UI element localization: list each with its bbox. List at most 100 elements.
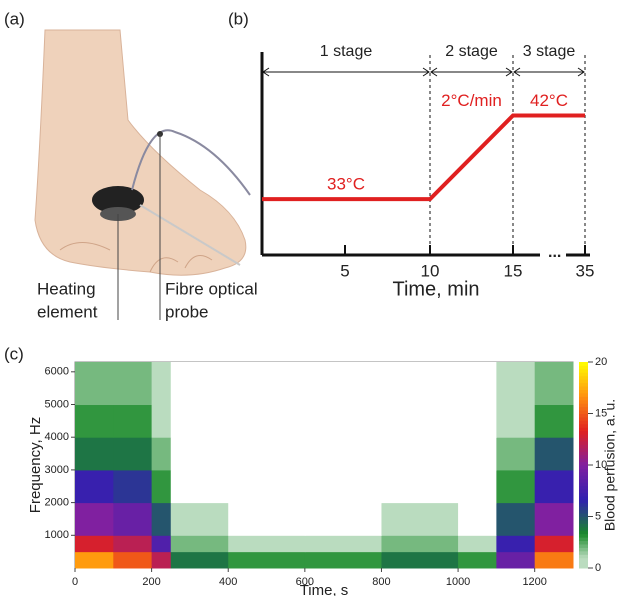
heatmap-cell bbox=[496, 404, 536, 438]
heatmap-cell bbox=[75, 535, 114, 553]
heatmap-cell bbox=[381, 362, 459, 406]
colorbar-step bbox=[579, 458, 588, 463]
photo-label: element bbox=[37, 302, 98, 321]
x-tick-label: 5 bbox=[340, 261, 349, 280]
stage-arrow bbox=[513, 67, 585, 77]
y-tick-label: 5000 bbox=[45, 398, 69, 410]
heatmap-cell bbox=[228, 535, 306, 553]
colorbar-tick-label: 20 bbox=[595, 356, 607, 368]
stage-label: 3 stage bbox=[523, 43, 576, 60]
heatmap-cell bbox=[113, 535, 153, 553]
heatmap-cell bbox=[75, 502, 114, 536]
heatmap-cell bbox=[228, 437, 306, 471]
heatmap-cell bbox=[304, 404, 382, 438]
panel-label: (c) bbox=[4, 344, 24, 363]
heatmap-cell bbox=[113, 404, 153, 438]
colorbar-step bbox=[579, 368, 588, 373]
heatmap-cell bbox=[113, 551, 153, 569]
heatmap-cell bbox=[170, 469, 229, 504]
heatmap-cell bbox=[381, 551, 459, 569]
colorbar-step bbox=[579, 540, 588, 545]
heatmap-cell bbox=[496, 437, 536, 471]
heatmap-cell bbox=[496, 469, 536, 504]
heatmap-cell bbox=[458, 469, 497, 504]
heatmap-cell bbox=[170, 502, 229, 536]
x-tick-label: 800 bbox=[372, 576, 390, 588]
colorbar-tick-label: 10 bbox=[595, 459, 607, 471]
y-tick-label: 2000 bbox=[45, 497, 69, 509]
heatmap-cell bbox=[170, 535, 229, 553]
colorbar-step bbox=[579, 372, 588, 377]
y-tick-label: 4000 bbox=[45, 431, 69, 443]
colorbar-step bbox=[579, 506, 588, 511]
colorbar-step bbox=[579, 485, 588, 490]
heatmap-cell bbox=[75, 437, 114, 471]
heatmap-cell bbox=[113, 362, 153, 406]
colorbar-step bbox=[579, 362, 588, 366]
stage-arrow bbox=[430, 67, 513, 77]
colorbar-step bbox=[579, 365, 588, 370]
heatmap-cell bbox=[496, 362, 536, 406]
heatmap-cell bbox=[496, 502, 536, 536]
y-tick-label: 6000 bbox=[45, 366, 69, 378]
heatmap-cell bbox=[304, 502, 382, 536]
heatmap-cell bbox=[534, 469, 574, 504]
photo-label: Fibre optical bbox=[165, 279, 258, 298]
colorbar-step bbox=[579, 523, 588, 528]
colorbar-step bbox=[579, 430, 588, 435]
colorbar-step bbox=[579, 561, 588, 566]
photo-label: probe bbox=[165, 302, 208, 321]
colorbar-step bbox=[579, 502, 588, 507]
heatmap-cell bbox=[496, 535, 536, 553]
heatmap-cell bbox=[228, 469, 306, 504]
heatmap-cell bbox=[534, 404, 574, 438]
colorbar-step bbox=[579, 413, 588, 418]
heatmap-cell bbox=[458, 535, 497, 553]
colorbar-step bbox=[579, 434, 588, 439]
colorbar-step bbox=[579, 478, 588, 483]
heatmap-cell bbox=[304, 551, 382, 569]
x-tick-label: 15 bbox=[504, 261, 523, 280]
x-tick-label: 600 bbox=[296, 576, 314, 588]
colorbar-step bbox=[579, 526, 588, 531]
colorbar-step bbox=[579, 392, 588, 397]
colorbar-step bbox=[579, 386, 588, 390]
x-tick-label: 400 bbox=[219, 576, 237, 588]
heatmap-cell bbox=[381, 437, 459, 471]
heatmap-cell bbox=[151, 404, 172, 438]
heatmap-cell bbox=[534, 502, 574, 536]
heatmap-cell bbox=[170, 362, 229, 406]
heatmap-cell bbox=[458, 551, 497, 569]
x-axis-label: Time, s bbox=[300, 582, 349, 596]
colorbar-step bbox=[579, 420, 588, 425]
x-tick-label: 200 bbox=[142, 576, 160, 588]
heatmap-cell bbox=[75, 551, 114, 569]
heatmap-cell bbox=[75, 404, 114, 438]
heatmap-cell bbox=[151, 437, 172, 471]
colorbar-step bbox=[579, 547, 588, 552]
x-tick-label: 0 bbox=[72, 576, 78, 588]
colorbar-step bbox=[579, 382, 588, 387]
heatmap-cell bbox=[228, 362, 306, 406]
axis-break: ... bbox=[548, 244, 561, 261]
stage-label: 2 stage bbox=[445, 43, 498, 60]
colorbar-step bbox=[579, 379, 588, 384]
panel-label: (b) bbox=[228, 9, 249, 28]
x-tick-label: 1200 bbox=[522, 576, 546, 588]
foot-photo bbox=[34, 29, 251, 320]
heatmap-cell bbox=[381, 502, 459, 536]
heatmap-cell bbox=[170, 551, 229, 569]
colorbar-step bbox=[579, 537, 588, 542]
stage-label: 1 stage bbox=[320, 43, 373, 60]
heatmap-cell bbox=[151, 535, 172, 553]
stage-arrow bbox=[262, 67, 430, 77]
colorbar-tick-label: 5 bbox=[595, 510, 601, 522]
colorbar-step bbox=[579, 530, 588, 535]
colorbar-step bbox=[579, 564, 588, 569]
heatmap-cell bbox=[151, 362, 172, 406]
colorbar-step bbox=[579, 468, 588, 473]
colorbar-step bbox=[579, 465, 588, 469]
colorbar-tick-label: 15 bbox=[595, 407, 607, 419]
heatmap-cell bbox=[228, 502, 306, 536]
